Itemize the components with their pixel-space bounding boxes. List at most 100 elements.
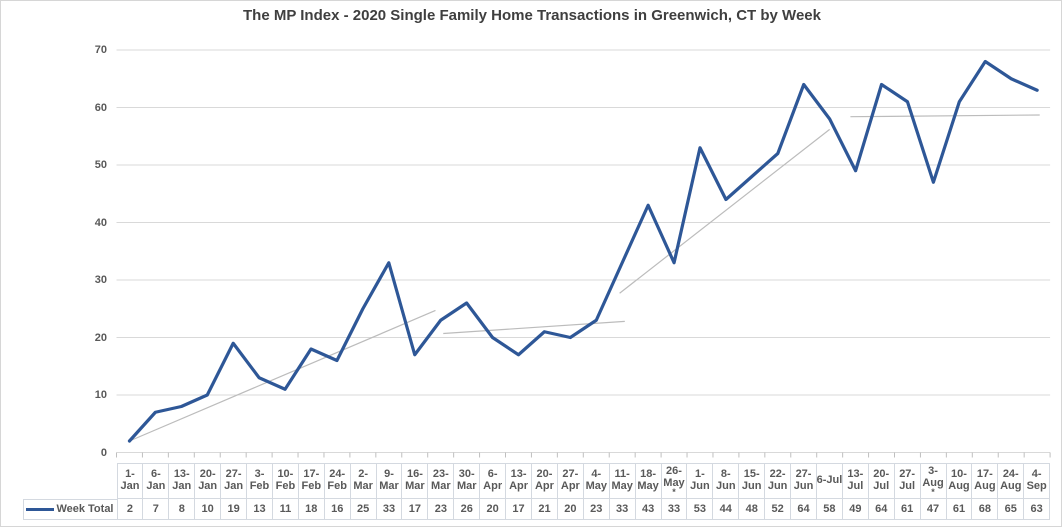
date-header-cell: 13- Jul — [843, 463, 869, 498]
date-header-text: 17- — [976, 468, 993, 480]
date-header-text: 10- — [277, 468, 294, 480]
week-total-value-cell: 20 — [558, 498, 584, 519]
date-header-text: 27- — [562, 468, 579, 480]
date-header-cell: 9- Mar — [377, 463, 403, 498]
date-header-cell: 8- Jun — [713, 463, 740, 498]
date-header-text: 23- — [432, 468, 449, 480]
y-axis-tick-label: 20 — [94, 331, 107, 344]
date-header-text: Jul — [873, 479, 890, 492]
date-header-text: 11- — [614, 468, 630, 480]
date-header-cell: 4- Sep — [1024, 464, 1049, 498]
chart-title: The MP Index - 2020 Single Family Home T… — [243, 7, 821, 24]
week-total-value-cell: 33 — [662, 498, 688, 519]
date-header-cell: 20- Jul — [869, 463, 895, 498]
date-header-text: Mar — [379, 479, 399, 492]
date-header-text: Jan — [198, 479, 218, 492]
date-header-cell: 22- Jun — [765, 463, 792, 498]
date-header-text: Mar — [405, 479, 425, 492]
week-total-value-cell: 43 — [636, 498, 662, 519]
date-header-text: Aug — [1000, 479, 1022, 492]
week-total-value-cell: 7 — [143, 498, 170, 519]
date-header-text: Jul — [847, 479, 864, 492]
week-total-value-cell: 65 — [998, 498, 1025, 519]
date-header-cell: 27- Jun — [791, 463, 817, 498]
date-header-text: 10- — [951, 468, 967, 480]
week-total-value-cell: 63 — [1030, 502, 1043, 515]
date-header-text: 26- — [666, 465, 682, 477]
legend-label: Week Total — [56, 503, 114, 515]
week-total-value-cell: 25 — [351, 498, 377, 519]
date-header-cell: 11- May — [610, 463, 636, 498]
date-header-text: 30- — [458, 468, 475, 480]
date-header-cell: 24- Feb — [325, 463, 351, 498]
week-total-value-cell: 17 — [402, 498, 429, 519]
date-header-cell: 18- May — [636, 463, 662, 498]
date-header-text: Jun — [767, 479, 788, 492]
date-header-text: 4- — [591, 468, 602, 480]
week-total-value-cell: 26 — [454, 498, 481, 519]
date-header-cell: 23- Mar — [428, 463, 455, 498]
date-header-cell: 13- Apr — [506, 463, 532, 498]
week-total-value-cell: 18 — [299, 498, 325, 519]
y-axis-tick-label: 30 — [94, 274, 107, 286]
date-header-text: 13- — [173, 468, 190, 480]
date-header-cell: 27- Jul — [895, 463, 921, 498]
trendline-segment — [619, 128, 831, 294]
date-header-cell: 3- Feb — [247, 463, 273, 498]
trendline-segment — [129, 309, 436, 442]
week-total-value-cell: 8 — [169, 498, 196, 519]
week-total-value-cell: 19 — [221, 498, 248, 519]
week-total-value-cell: 61 — [895, 498, 921, 519]
week-total-value-cell: 33 — [610, 498, 636, 519]
date-header-text: Apr — [509, 479, 529, 492]
week-total-value-cell: 44 — [713, 498, 740, 519]
date-header-text: May — [611, 479, 633, 492]
date-header-text: May — [585, 479, 607, 492]
date-header-text: 2- — [358, 468, 368, 480]
y-axis-tick-label: 50 — [94, 159, 107, 171]
legend-line-sample-icon — [26, 507, 55, 511]
date-header-text: Mar — [353, 479, 373, 492]
data-table-value-row: 2 7 8 10 19 13 11 18 16 25 33 17 23 26 20 17 21 20 23 33 43 3… — [116, 498, 1051, 520]
date-header-text: 8- — [720, 468, 731, 480]
week-total-value-cell: 16 — [325, 498, 351, 519]
date-header-cell: 1- Jan — [118, 463, 144, 498]
week-total-value-cell: 11 — [273, 498, 299, 519]
week-total-value-cell: 49 — [843, 498, 869, 519]
date-header-text: 20- — [199, 468, 216, 480]
date-header-text: Jun — [690, 479, 710, 492]
date-header-cell: 20- Jan — [195, 463, 222, 498]
week-total-value-cell: 64 — [791, 498, 817, 519]
y-axis-tick-label: 60 — [94, 101, 107, 114]
week-total-value-cell: 61 — [947, 498, 973, 519]
week-total-value-cell: 53 — [687, 498, 714, 519]
date-header-text: 9- — [384, 468, 394, 480]
date-header-cell: 4- May — [584, 463, 610, 498]
date-header-text: May — [637, 479, 659, 492]
date-header-text: 22- — [769, 468, 786, 480]
date-header-text: 24- — [329, 468, 346, 480]
date-header-cell: 26- May * — [662, 463, 688, 498]
date-header-cell: 2- Mar — [351, 463, 377, 498]
date-header-text: Feb — [327, 479, 347, 492]
date-header-text: Jan — [224, 479, 244, 492]
date-header-text: Jan — [146, 479, 166, 492]
date-header-text: 15- — [743, 468, 760, 480]
date-header-text: 6- — [150, 468, 161, 480]
date-header-cell: 16- Mar — [402, 463, 429, 498]
week-total-line — [127, 59, 1039, 443]
date-header-text: 24- — [1002, 468, 1019, 480]
date-header-cell: 6- Apr — [480, 463, 507, 498]
date-header-cell: 30- Mar — [454, 463, 481, 498]
week-total-value-cell: 48 — [739, 498, 766, 519]
date-header-text: Jun — [716, 479, 736, 492]
date-header-text: Sep — [1026, 479, 1047, 492]
date-header-cell: 6- Jan — [143, 463, 170, 498]
date-header-text: 20- — [536, 468, 553, 480]
week-total-value-cell: 23 — [428, 498, 455, 519]
date-header-text: 6-Jul — [816, 473, 843, 486]
date-header-cell: 10- Aug — [947, 463, 973, 498]
date-header-cell: 10- Feb — [273, 463, 299, 498]
date-header-text: 18- — [640, 468, 657, 480]
